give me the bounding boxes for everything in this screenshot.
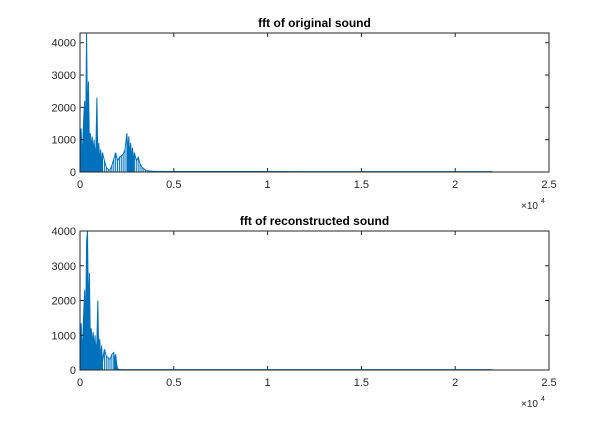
x-tick-label: 0.5 bbox=[166, 377, 181, 389]
axes-box bbox=[79, 32, 550, 173]
x-tick-label: 1.5 bbox=[354, 377, 369, 389]
y-tick-label: 3000 bbox=[52, 70, 76, 82]
subplot-reconstructed-sound: fft of reconstructed sound 0 0.5 1 1.5 2 2.5 0… bbox=[52, 214, 557, 410]
x-tick-label: 1 bbox=[265, 377, 271, 389]
x-multiplier: ×10 bbox=[521, 201, 538, 212]
y-tick-label: 4000 bbox=[52, 226, 76, 238]
x-multiplier: ×10 bbox=[521, 399, 538, 410]
x-tick-label: 2.5 bbox=[541, 377, 556, 389]
x-tick-label: 1 bbox=[265, 179, 271, 191]
x-tick-label: 1.5 bbox=[354, 179, 369, 191]
plot-title: fft of reconstructed sound bbox=[240, 214, 389, 228]
x-tick-label: 0.5 bbox=[166, 179, 181, 191]
y-tick-label: 3000 bbox=[52, 261, 76, 273]
x-tick-label: 2 bbox=[452, 377, 458, 389]
data-series-line bbox=[80, 231, 493, 370]
y-tick-label: 2000 bbox=[52, 102, 76, 114]
x-multiplier-exponent: 4 bbox=[541, 396, 545, 403]
y-tick-label: 1000 bbox=[52, 135, 76, 147]
y-tick-label: 2000 bbox=[52, 296, 76, 308]
x-tick-label: 0 bbox=[77, 179, 83, 191]
y-tick-label: 1000 bbox=[52, 330, 76, 342]
x-tick-label: 0 bbox=[77, 377, 83, 389]
y-tick-label: 4000 bbox=[52, 38, 76, 50]
x-tick-label: 2 bbox=[452, 179, 458, 191]
x-tick-label: 2.5 bbox=[541, 179, 556, 191]
data-series-line bbox=[80, 33, 493, 172]
y-tick-label: 0 bbox=[70, 167, 76, 179]
y-tick-label: 0 bbox=[70, 365, 76, 377]
plot-title: fft of original sound bbox=[258, 16, 371, 30]
subplot-original-sound: fft of original sound 0 0.5 1 1.5 2 2.5 0 1000 2… bbox=[52, 16, 557, 212]
axes-box bbox=[79, 230, 550, 371]
x-multiplier-exponent: 4 bbox=[541, 198, 545, 205]
